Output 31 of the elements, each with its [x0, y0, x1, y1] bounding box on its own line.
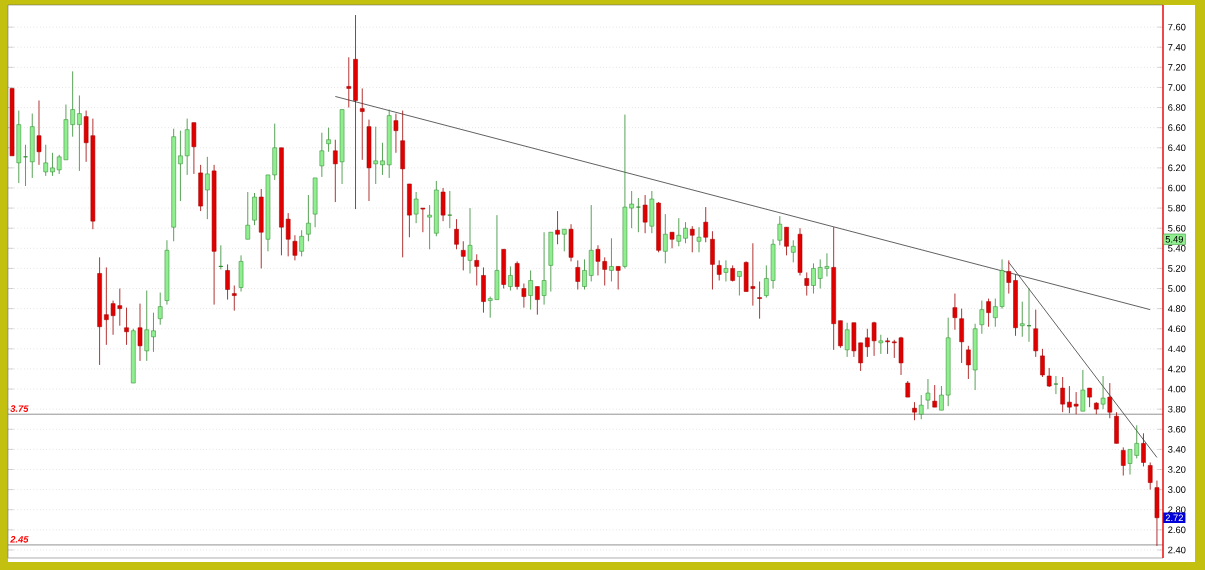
y-tick-label: 6.20	[1168, 164, 1186, 172]
y-tick-label: 6.80	[1168, 104, 1186, 111]
y-tick-label: 5.20	[1168, 265, 1186, 272]
annotation: 5.49	[1165, 235, 1183, 243]
y-tick-label: 2.60	[1168, 526, 1186, 534]
y-tick-label: 7.40	[1168, 43, 1186, 51]
y-tick-label: 4.80	[1167, 305, 1186, 312]
y-tick-label: 4.00	[1167, 385, 1186, 393]
y-tick-label: 6.40	[1168, 144, 1186, 152]
y-tick-label: 4.40	[1167, 345, 1186, 353]
y-tick-label: 6.00	[1168, 184, 1186, 192]
y-tick-label: 7.60	[1168, 23, 1186, 31]
ref-line-label: 2.45	[10, 536, 29, 543]
y-tick-label: 4.60	[1167, 325, 1186, 333]
y-tick-label: 5.00	[1168, 285, 1186, 292]
y-tick-label: 3.60	[1168, 426, 1186, 433]
y-tick-label: 2.40	[1168, 546, 1186, 554]
y-tick-label: 4.20	[1167, 365, 1186, 373]
y-tick-label: 3.20	[1168, 466, 1186, 473]
ref-line-label: 3.75	[10, 405, 29, 412]
y-tick-label: 5.40	[1168, 245, 1186, 252]
y-tick-label: 7.00	[1168, 84, 1186, 91]
y-tick-label: 7.20	[1168, 64, 1186, 71]
y-tick-label: 2.80	[1168, 506, 1186, 514]
y-tick-label: 3.00	[1168, 486, 1186, 493]
y-tick-label: 3.40	[1168, 446, 1186, 453]
annotation: 2.72	[1165, 514, 1183, 522]
y-tick-label: 5.80	[1168, 204, 1186, 212]
y-tick-label: 3.80	[1168, 405, 1186, 413]
y-tick-label: 6.60	[1168, 124, 1186, 131]
y-tick-label: 5.60	[1168, 224, 1186, 232]
